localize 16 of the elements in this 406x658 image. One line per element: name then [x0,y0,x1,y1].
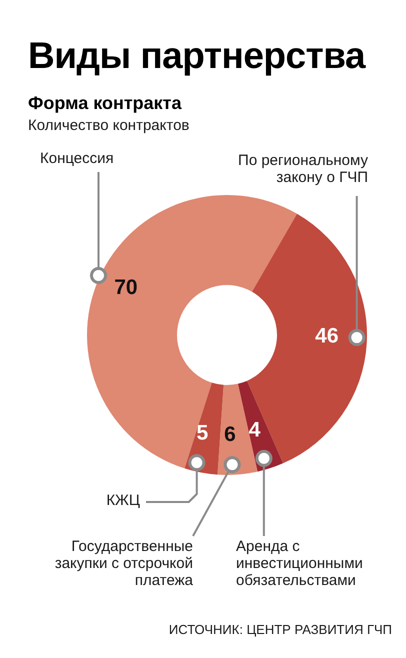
data-label: 6 [224,423,236,446]
data-label: 70 [114,276,138,300]
slice-label: КЖЦ [105,492,140,509]
text: Количество контрактов [28,117,190,134]
data-label: 4 [248,418,261,442]
donut-slice [87,195,297,468]
slice-label: Аренда с инвестиционными обязательствами [236,538,364,589]
chart-subtitle: Форма контракта [28,93,182,114]
slice-label: Государственные закупки с отсрочкой платежа [54,538,193,589]
text: ИСТОЧНИК: ЦЕНТР РАЗВИТИЯ ГЧП [168,622,392,637]
slice-label: По региональному закону о ГЧП [237,152,368,186]
chart-title: Виды партнерства [28,35,366,77]
data-label: 46 [315,324,339,348]
data-label: 5 [196,422,209,445]
donut-slice [247,214,367,464]
slice-label: Концессия [40,150,115,167]
